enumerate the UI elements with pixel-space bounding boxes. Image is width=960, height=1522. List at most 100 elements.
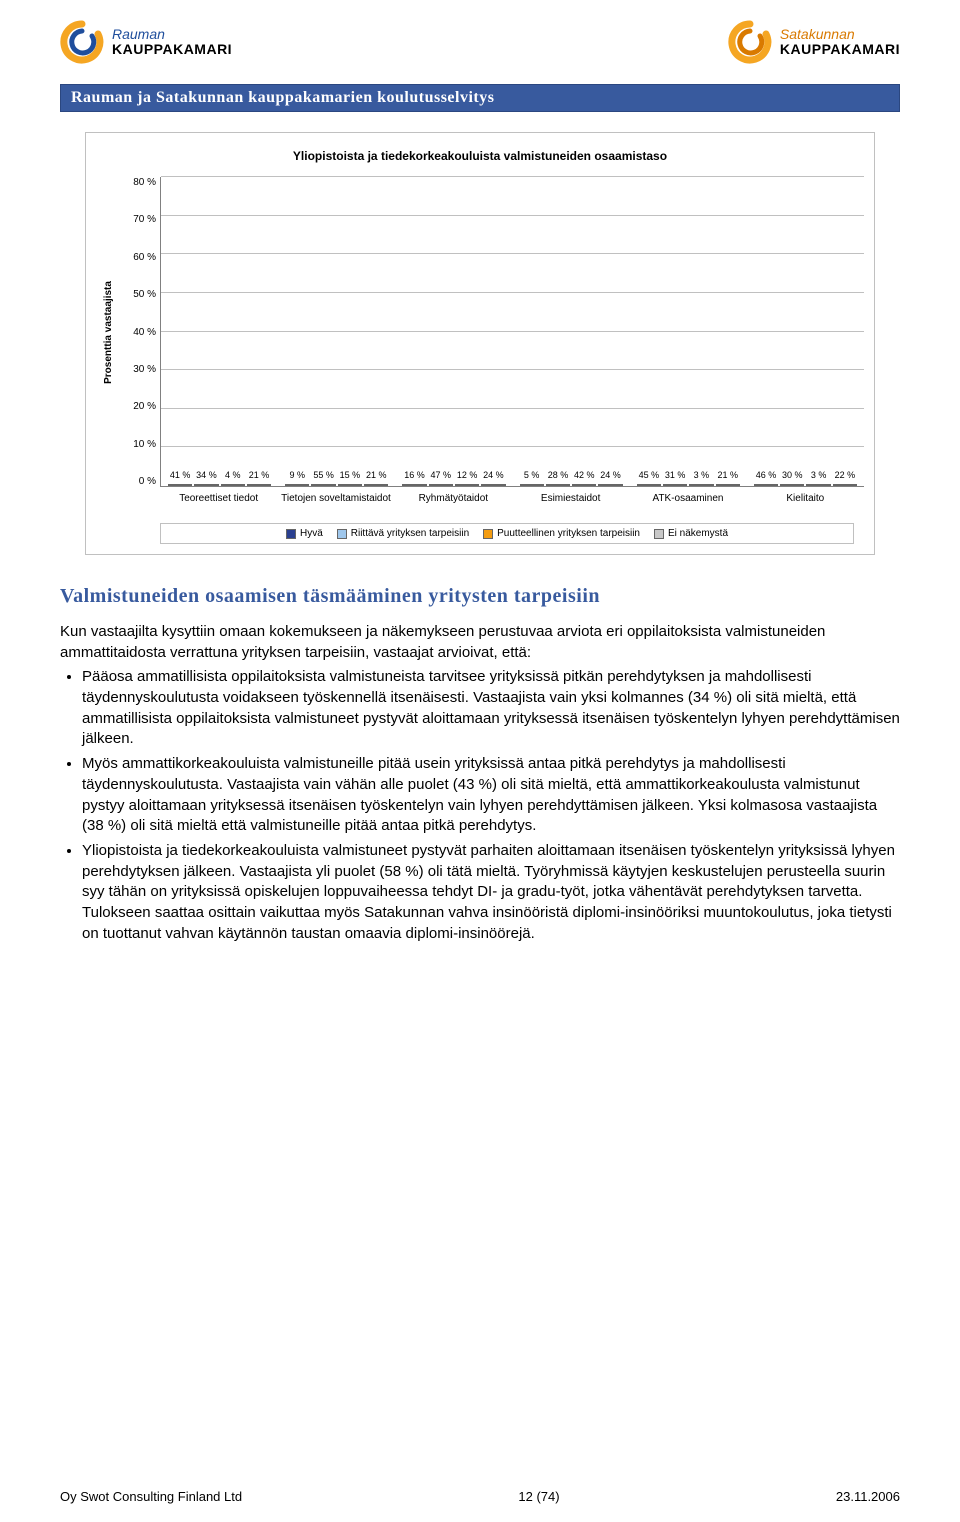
logo-rauman-top: Rauman: [112, 27, 232, 42]
bar-value-label: 47 %: [431, 470, 452, 480]
logo-satakunnan-c-icon: [728, 20, 772, 64]
bar: 24 %: [481, 484, 505, 486]
y-tick: 10 %: [120, 439, 156, 450]
legend-label: Ei näkemystä: [668, 528, 728, 539]
gridline: [161, 408, 864, 409]
bar: 21 %: [716, 484, 740, 486]
bar-slot: 34 %: [194, 484, 218, 486]
bar: 42 %: [572, 484, 596, 486]
bar: 22 %: [833, 484, 857, 486]
bullet-list: Pääosa ammatillisista oppilaitoksista va…: [60, 667, 900, 944]
legend-swatch: [286, 529, 296, 539]
logo-satakunnan-bottom: KAUPPAKAMARI: [780, 42, 900, 57]
legend-item: Ei näkemystä: [654, 528, 728, 539]
page-footer: Oy Swot Consulting Finland Ltd 12 (74) 2…: [60, 1489, 900, 1504]
bar-slot: 9 %: [285, 484, 309, 486]
logo-rauman-text: Rauman KAUPPAKAMARI: [112, 27, 232, 56]
section-heading: Valmistuneiden osaamisen täsmääminen yri…: [60, 585, 900, 608]
gridline: [161, 446, 864, 447]
bar: 4 %: [221, 484, 245, 486]
bar: 47 %: [429, 484, 453, 486]
logo-rauman-c-icon: [60, 20, 104, 64]
bullet-item: Pääosa ammatillisista oppilaitoksista va…: [82, 667, 900, 750]
logo-satakunnan: Satakunnan KAUPPAKAMARI: [728, 20, 900, 64]
bar-group: 5 %28 %42 %24 %: [513, 177, 630, 486]
bar: 45 %: [637, 484, 661, 486]
bar-group: 9 %55 %15 %21 %: [278, 177, 395, 486]
bar-slot: 46 %: [754, 484, 778, 486]
bar-group: 16 %47 %12 %24 %: [395, 177, 512, 486]
bar: 16 %: [402, 484, 426, 486]
bar-value-label: 5 %: [524, 470, 540, 480]
footer-left: Oy Swot Consulting Finland Ltd: [60, 1489, 242, 1504]
bar-slot: 28 %: [546, 484, 570, 486]
bar-value-label: 24 %: [483, 470, 504, 480]
legend-swatch: [337, 529, 347, 539]
bar: 41 %: [168, 484, 192, 486]
bar-value-label: 55 %: [313, 470, 334, 480]
y-tick: 20 %: [120, 401, 156, 412]
bar: 34 %: [194, 484, 218, 486]
bar-value-label: 21 %: [249, 470, 270, 480]
bar-slot: 15 %: [338, 484, 362, 486]
bar: 46 %: [754, 484, 778, 486]
bar-slot: 3 %: [806, 484, 830, 486]
y-tick: 40 %: [120, 327, 156, 338]
y-tick: 60 %: [120, 252, 156, 263]
y-tick: 80 %: [120, 177, 156, 188]
chart-title: Yliopistoista ja tiedekorkeakouluista va…: [96, 143, 864, 177]
legend-item: Puutteellinen yrityksen tarpeisiin: [483, 528, 640, 539]
bar: 28 %: [546, 484, 570, 486]
bar-slot: 21 %: [716, 484, 740, 486]
x-axis-label: Kielitaito: [747, 487, 864, 505]
bar: 15 %: [338, 484, 362, 486]
legend-swatch: [654, 529, 664, 539]
logo-rauman-bottom: KAUPPAKAMARI: [112, 42, 232, 57]
intro-paragraph: Kun vastaajilta kysyttiin omaan kokemuks…: [60, 622, 900, 663]
bar-slot: 31 %: [663, 484, 687, 486]
bullet-item: Myös ammattikorkeakouluista valmistuneil…: [82, 754, 900, 837]
bullet-item: Yliopistoista ja tiedekorkeakouluista va…: [82, 841, 900, 944]
bar-group: 41 %34 %4 %21 %: [161, 177, 278, 486]
y-tick: 70 %: [120, 214, 156, 225]
bar-value-label: 46 %: [756, 470, 777, 480]
logo-satakunnan-top: Satakunnan: [780, 27, 900, 42]
bar-slot: 4 %: [221, 484, 245, 486]
bar-slot: 21 %: [247, 484, 271, 486]
bar-value-label: 41 %: [170, 470, 191, 480]
title-bar: Rauman ja Satakunnan kauppakamarien koul…: [60, 84, 900, 112]
title-bar-text: Rauman ja Satakunnan kauppakamarien koul…: [71, 89, 494, 106]
bar-group: 46 %30 %3 %22 %: [747, 177, 864, 486]
bar: 3 %: [806, 484, 830, 486]
logo-satakunnan-text: Satakunnan KAUPPAKAMARI: [780, 27, 900, 56]
bar-slot: 41 %: [168, 484, 192, 486]
bar-slot: 42 %: [572, 484, 596, 486]
chart-legend: Hyvä Riittävä yrityksen tarpeisiin Puuttee…: [160, 523, 854, 544]
legend-swatch: [483, 529, 493, 539]
gridline: [161, 331, 864, 332]
y-axis-label-wrap: Prosenttia vastaajista: [96, 177, 120, 487]
logo-rauman: Rauman KAUPPAKAMARI: [60, 20, 232, 64]
footer-center: 12 (74): [518, 1489, 559, 1504]
bar-slot: 16 %: [402, 484, 426, 486]
x-axis-label: ATK-osaaminen: [629, 487, 746, 505]
x-axis-label: Teoreettiset tiedot: [160, 487, 277, 505]
legend-label: Riittävä yrityksen tarpeisiin: [351, 528, 469, 539]
bar-slot: 5 %: [520, 484, 544, 486]
bar: 3 %: [689, 484, 713, 486]
bar-value-label: 15 %: [340, 470, 361, 480]
gridline: [161, 176, 864, 177]
bar: 5 %: [520, 484, 544, 486]
y-tick: 50 %: [120, 289, 156, 300]
bar-slot: 30 %: [780, 484, 804, 486]
legend-label: Hyvä: [300, 528, 323, 539]
bar-slot: 47 %: [429, 484, 453, 486]
y-axis-label: Prosenttia vastaajista: [103, 281, 114, 384]
legend-label: Puutteellinen yrityksen tarpeisiin: [497, 528, 640, 539]
bar-slot: 22 %: [833, 484, 857, 486]
bar-value-label: 3 %: [811, 470, 827, 480]
bar: 24 %: [598, 484, 622, 486]
intro-paragraph-wrap: Kun vastaajilta kysyttiin omaan kokemuks…: [60, 622, 900, 663]
bar-value-label: 24 %: [600, 470, 621, 480]
footer-right: 23.11.2006: [836, 1489, 900, 1504]
